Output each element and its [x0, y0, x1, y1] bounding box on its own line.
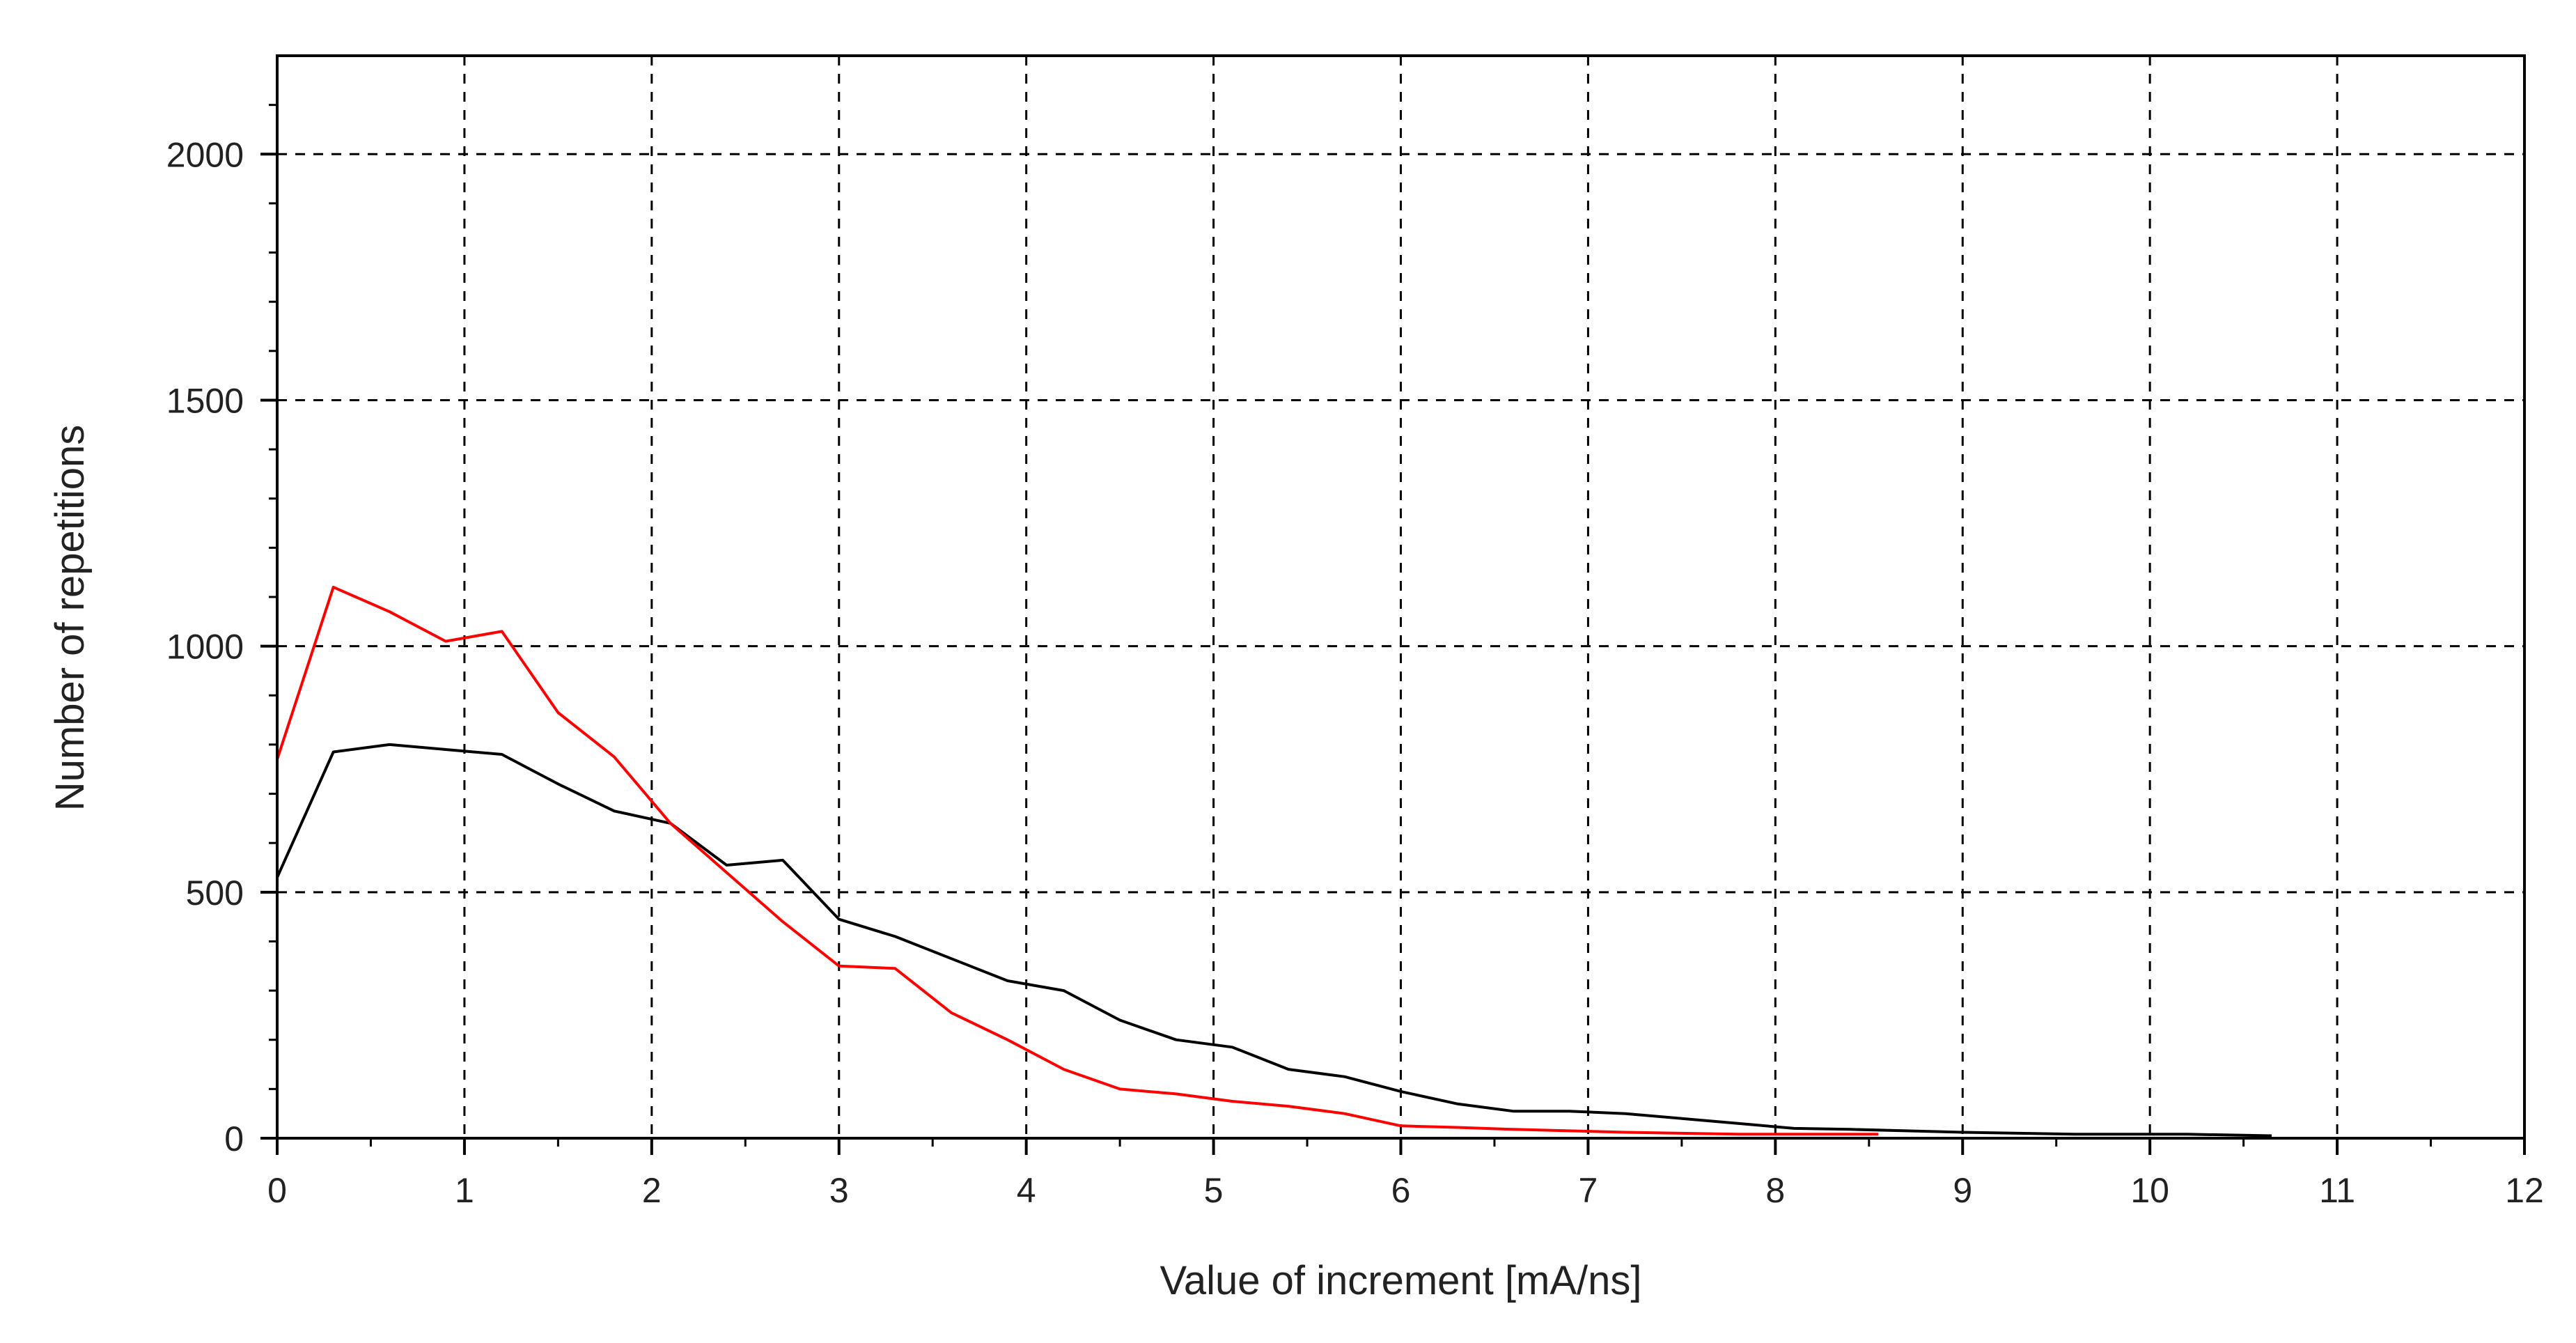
x-tick-label: 7 — [1579, 1171, 1598, 1210]
y-tick-label: 2000 — [166, 135, 244, 174]
x-axis-title: Value of increment [mA/ns] — [1160, 1258, 1641, 1303]
series-layer — [276, 585, 2272, 1138]
y-tick-label: 1000 — [166, 628, 244, 667]
x-tick-label: 4 — [1017, 1171, 1036, 1210]
x-tick-label: 0 — [267, 1171, 287, 1210]
series-line-1 — [276, 743, 2272, 1138]
x-tick-label: 11 — [2319, 1171, 2355, 1210]
y-axis-title: Number of repetitions — [47, 425, 93, 811]
y-tick-label: 500 — [186, 874, 244, 913]
grid — [277, 56, 2524, 1138]
x-tick-label: 2 — [642, 1171, 662, 1210]
x-tick-label: 5 — [1204, 1171, 1224, 1210]
y-tick-label: 0 — [224, 1119, 244, 1158]
x-tick-label: 9 — [1953, 1171, 1972, 1210]
x-tick-label: 1 — [455, 1171, 474, 1210]
x-tick-label: 6 — [1391, 1171, 1411, 1210]
x-tick-label: 3 — [829, 1171, 849, 1210]
x-tick-label: 12 — [2505, 1171, 2544, 1210]
y-tick-label: 1500 — [166, 381, 244, 420]
axis-ticks — [260, 104, 2526, 1155]
series-line-2 — [276, 585, 1879, 1136]
x-tick-label: 8 — [1765, 1171, 1785, 1210]
x-tick-label: 10 — [2130, 1171, 2169, 1210]
